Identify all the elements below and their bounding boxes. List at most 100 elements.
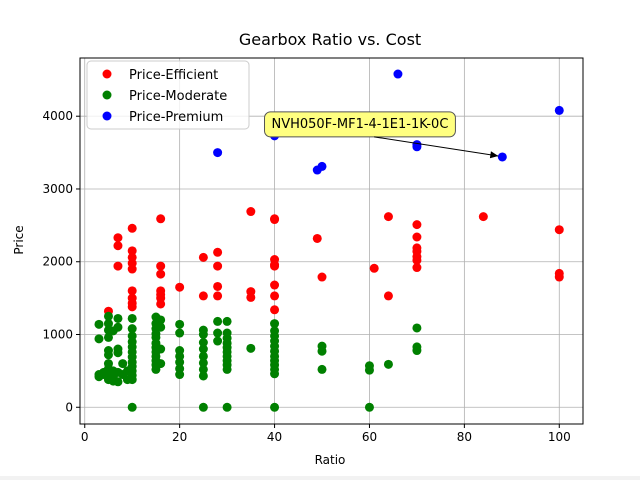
- point-price-moderate: [175, 370, 185, 380]
- x-tick-label: 20: [172, 430, 187, 444]
- point-price-efficient: [156, 299, 166, 309]
- point-price-efficient: [270, 215, 280, 225]
- data-points: [94, 69, 564, 412]
- point-price-moderate: [127, 375, 137, 385]
- point-price-premium: [317, 161, 327, 171]
- annotation-text: NVH050F-MF1-4-1E1-1K-0C: [272, 117, 449, 132]
- point-price-moderate: [113, 377, 123, 387]
- point-price-efficient: [198, 291, 208, 301]
- point-price-moderate: [198, 364, 208, 374]
- point-price-efficient: [312, 233, 322, 243]
- point-price-moderate: [156, 322, 166, 332]
- point-price-moderate: [198, 358, 208, 368]
- point-price-moderate: [213, 328, 223, 338]
- point-price-premium: [497, 152, 507, 162]
- point-price-efficient: [213, 291, 223, 301]
- point-price-moderate: [383, 359, 393, 369]
- point-price-efficient: [270, 291, 280, 301]
- point-price-moderate: [94, 334, 104, 344]
- point-price-moderate: [156, 315, 166, 325]
- point-price-moderate: [317, 346, 327, 356]
- y-tick-label: 3000: [42, 182, 73, 196]
- point-price-efficient: [113, 261, 123, 271]
- point-price-moderate: [270, 402, 280, 412]
- x-tick-label: 80: [457, 430, 472, 444]
- point-price-efficient: [156, 261, 166, 271]
- point-price-efficient: [175, 282, 185, 292]
- point-price-moderate: [127, 324, 137, 334]
- point-price-moderate: [113, 313, 123, 323]
- point-price-moderate: [198, 330, 208, 340]
- point-price-moderate: [412, 346, 422, 356]
- annotation-box: [264, 111, 456, 138]
- point-price-moderate: [198, 351, 208, 361]
- point-price-moderate: [222, 364, 232, 374]
- point-price-efficient: [113, 233, 123, 243]
- legend-box: [86, 60, 250, 130]
- annotation-arrow: [374, 136, 499, 157]
- point-price-moderate: [198, 338, 208, 348]
- point-price-moderate: [222, 316, 232, 326]
- point-price-moderate: [364, 402, 374, 412]
- point-price-efficient: [113, 241, 123, 251]
- point-price-efficient: [127, 223, 137, 233]
- point-price-efficient: [270, 305, 280, 315]
- point-price-moderate: [364, 365, 374, 375]
- legend-marker: [102, 90, 112, 100]
- legend-label: Price-Moderate: [129, 89, 227, 104]
- point-price-moderate: [317, 364, 327, 374]
- point-price-efficient: [383, 291, 393, 301]
- point-price-moderate: [113, 322, 123, 332]
- point-price-moderate: [198, 371, 208, 381]
- point-price-efficient: [246, 207, 256, 217]
- point-price-moderate: [127, 313, 137, 323]
- point-price-moderate: [198, 402, 208, 412]
- point-price-efficient: [246, 292, 256, 302]
- point-price-efficient: [554, 272, 564, 282]
- x-tick-label: 40: [267, 430, 282, 444]
- legend-label: Price-Efficient: [129, 68, 218, 83]
- point-price-moderate: [113, 348, 123, 358]
- point-price-efficient: [412, 263, 422, 273]
- chart-title: Gearbox Ratio vs. Cost: [239, 30, 421, 49]
- point-price-efficient: [156, 269, 166, 279]
- point-price-moderate: [103, 350, 113, 360]
- point-price-moderate: [198, 344, 208, 354]
- point-price-moderate: [156, 344, 166, 354]
- y-tick-label: 4000: [42, 109, 73, 123]
- point-price-efficient: [412, 255, 422, 265]
- window-bottom-strip: [0, 476, 640, 480]
- point-price-efficient: [412, 220, 422, 230]
- legend: Price-Efficient Price-Moderate Price-Premi…: [86, 60, 250, 130]
- point-price-moderate: [270, 319, 280, 329]
- annotation: NVH050F-MF1-4-1E1-1K-0C: [264, 111, 499, 159]
- x-tick-label: 60: [362, 430, 377, 444]
- point-price-moderate: [246, 343, 256, 353]
- point-price-moderate: [156, 359, 166, 369]
- point-price-moderate: [127, 402, 137, 412]
- point-price-efficient: [127, 286, 137, 296]
- point-price-efficient: [213, 261, 223, 271]
- plot-area-frame: [79, 57, 584, 425]
- point-price-moderate: [412, 323, 422, 333]
- legend-marker: [102, 111, 112, 121]
- point-price-moderate: [270, 369, 280, 379]
- point-price-efficient: [412, 232, 422, 242]
- y-tick-label: 1000: [42, 328, 73, 342]
- point-price-moderate: [118, 359, 128, 369]
- y-axis-label: Price: [12, 225, 26, 254]
- point-price-efficient: [213, 247, 223, 257]
- point-price-premium: [393, 69, 403, 79]
- point-price-moderate: [175, 328, 185, 338]
- y-tick-label: 2000: [42, 255, 73, 269]
- point-price-premium: [213, 148, 223, 158]
- point-price-efficient: [156, 214, 166, 224]
- point-price-efficient: [127, 246, 137, 256]
- point-price-moderate: [103, 319, 113, 329]
- point-price-efficient: [383, 212, 393, 222]
- y-tick-label: 0: [65, 400, 73, 414]
- point-price-moderate: [103, 332, 113, 342]
- legend-marker: [102, 69, 112, 79]
